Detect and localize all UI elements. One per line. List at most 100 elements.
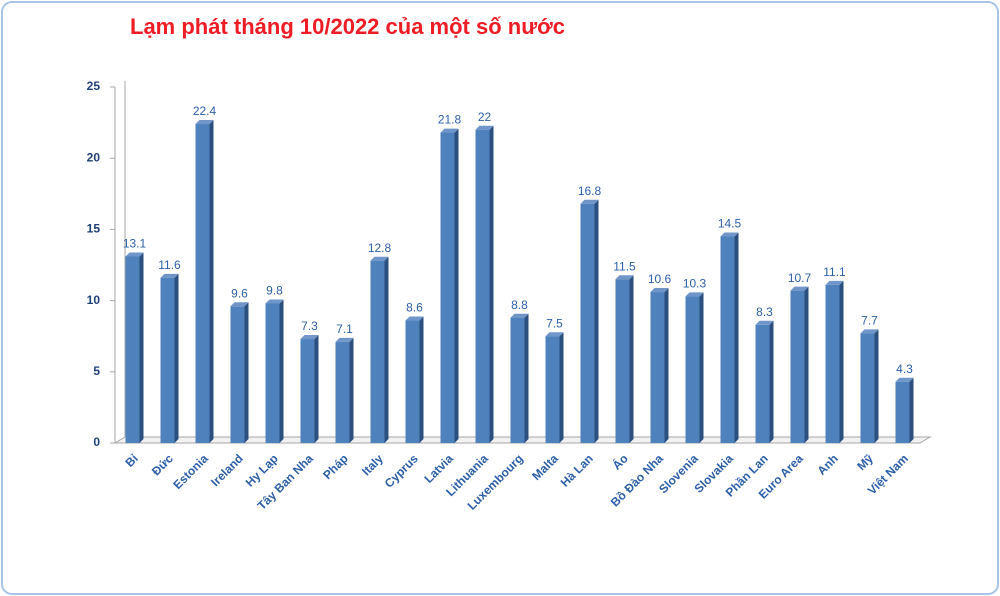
bar-top: [790, 286, 809, 291]
value-label: 14.5: [718, 217, 742, 231]
y-tick-label: 25: [87, 79, 101, 93]
bar: [475, 129, 490, 443]
bar-top: [125, 252, 144, 257]
bar-top: [335, 337, 354, 342]
bar-top: [825, 280, 844, 285]
bar: [370, 260, 385, 443]
bar: [650, 292, 665, 443]
bar-top: [720, 232, 739, 237]
bar: [510, 317, 525, 443]
bar-side: [174, 273, 179, 443]
bar-top: [510, 313, 529, 318]
value-label: 22.4: [193, 104, 217, 118]
bar-top: [370, 256, 389, 261]
bar-top: [440, 128, 459, 133]
y-tick-label: 5: [93, 364, 100, 378]
bar-top: [545, 332, 564, 337]
bar-side: [489, 125, 494, 443]
bar: [265, 303, 280, 443]
bar: [790, 290, 805, 443]
bar-side: [209, 120, 214, 444]
bar-side: [804, 286, 809, 443]
bar: [230, 306, 245, 443]
bar: [335, 341, 350, 443]
bar: [755, 324, 770, 443]
y-tick-label: 15: [87, 222, 101, 236]
value-label: 13.1: [123, 237, 147, 251]
value-label: 9.6: [231, 286, 248, 300]
bar-top: [895, 377, 914, 382]
value-label: 9.8: [266, 284, 283, 298]
bar-side: [314, 335, 319, 443]
bar: [300, 339, 315, 443]
bar: [580, 203, 595, 443]
chart-title: Lạm phát tháng 10/2022 của một số nước: [130, 14, 565, 39]
bar-side: [594, 199, 599, 443]
value-label: 11.5: [613, 259, 636, 273]
bar: [545, 336, 560, 443]
bar-side: [559, 332, 564, 443]
value-label: 21.8: [438, 113, 462, 127]
value-label: 10.6: [648, 272, 672, 286]
bar-side: [699, 292, 704, 443]
value-label: 11.6: [158, 258, 181, 272]
bar: [615, 279, 630, 443]
bar-top: [405, 316, 424, 321]
bar-side: [734, 232, 739, 443]
value-label: 12.8: [368, 241, 392, 255]
value-label: 16.8: [578, 184, 602, 198]
bar-side: [769, 320, 774, 443]
bar-side: [279, 299, 284, 443]
value-label: 7.3: [301, 319, 318, 333]
bar-top: [160, 273, 179, 278]
bar-top: [300, 335, 319, 340]
bar-side: [839, 280, 844, 443]
value-label: 7.5: [546, 316, 563, 330]
value-label: 11.1: [823, 265, 846, 279]
value-label: 22: [478, 110, 492, 124]
bar: [825, 284, 840, 443]
bar-top: [195, 120, 214, 125]
bar-side: [874, 329, 879, 443]
y-tick-label: 10: [87, 293, 101, 307]
bar: [720, 236, 735, 443]
bar-top: [860, 329, 879, 334]
bar: [160, 277, 175, 443]
bar: [440, 132, 455, 443]
bar-top: [475, 125, 494, 130]
bar-side: [629, 275, 634, 443]
bar-side: [139, 252, 144, 443]
y-tick-label: 20: [87, 150, 101, 164]
value-label: 7.7: [861, 314, 878, 328]
bar-side: [454, 128, 459, 443]
bar-side: [524, 313, 529, 443]
bar-side: [419, 316, 424, 443]
value-label: 8.3: [756, 305, 773, 319]
bar-top: [650, 288, 669, 293]
bar: [685, 296, 700, 443]
value-label: 7.1: [336, 322, 353, 336]
value-label: 8.6: [406, 301, 423, 315]
bar-top: [230, 302, 249, 307]
bar: [125, 256, 140, 443]
bar-side: [349, 337, 354, 443]
bar-top: [615, 275, 634, 280]
value-label: 8.8: [511, 298, 528, 312]
value-label: 4.3: [896, 362, 913, 376]
bar-side: [664, 288, 669, 443]
bar-top: [755, 320, 774, 325]
bar-top: [685, 292, 704, 297]
value-label: 10.7: [788, 271, 812, 285]
bar: [195, 124, 210, 444]
bar-top: [580, 199, 599, 204]
bar-side: [909, 377, 914, 443]
value-label: 10.3: [683, 276, 707, 290]
bar: [405, 320, 420, 443]
bar: [860, 333, 875, 443]
bar-side: [384, 256, 389, 443]
bar: [895, 381, 910, 443]
bar-side: [244, 302, 249, 443]
bar-top: [265, 299, 284, 304]
